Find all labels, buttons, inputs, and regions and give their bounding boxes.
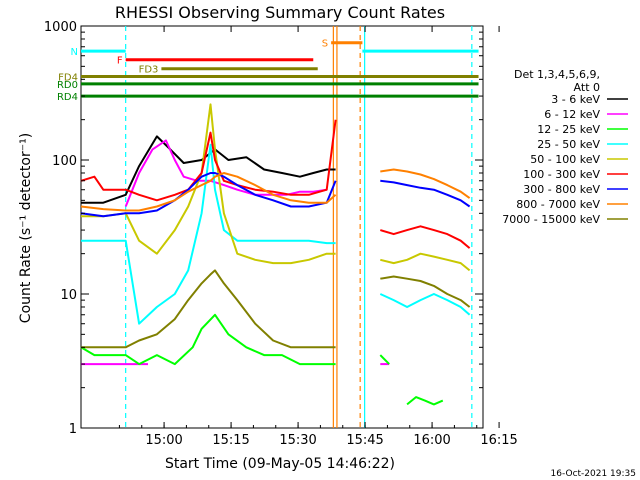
y-tick-label: 100 bbox=[52, 154, 77, 169]
series-line bbox=[81, 143, 336, 325]
legend-label: 100 - 300 keV bbox=[523, 168, 600, 181]
x-tick-label: 15:45 bbox=[346, 433, 383, 448]
series-line bbox=[380, 252, 471, 272]
x-tick-label: 15:30 bbox=[279, 433, 316, 448]
plot-frame bbox=[80, 25, 484, 429]
y-tick-label: 1000 bbox=[44, 20, 77, 35]
series-line bbox=[380, 168, 471, 199]
date-stamp: 16-Oct-2021 19:35 bbox=[551, 469, 636, 479]
series-line bbox=[379, 354, 390, 365]
legend-header: Det 1,3,4,5,6,9, bbox=[514, 68, 600, 81]
legend-label: 6 - 12 keV bbox=[544, 108, 600, 121]
series-line bbox=[80, 313, 336, 366]
legend-label: 50 - 100 keV bbox=[530, 153, 600, 166]
x-tick-label: 15:15 bbox=[212, 433, 249, 448]
chart-title: RHESSI Observing Summary Count Rates bbox=[115, 3, 445, 22]
legend-header: Att 0 bbox=[574, 81, 600, 94]
x-tick-label: 15:00 bbox=[145, 433, 182, 448]
legend-label: 3 - 6 keV bbox=[551, 93, 600, 106]
flag-label: FD3 bbox=[139, 65, 159, 76]
flag-label: F bbox=[117, 56, 123, 67]
flag-label: S bbox=[322, 39, 328, 50]
flag-label: N bbox=[71, 47, 78, 58]
x-tick-label: 16:15 bbox=[480, 433, 517, 448]
legend-label: 300 - 800 keV bbox=[523, 183, 600, 196]
y-axis-label: Count Rate (s⁻¹ detector⁻¹) bbox=[18, 133, 34, 323]
series-line bbox=[124, 139, 327, 207]
series-line bbox=[80, 119, 337, 202]
x-tick-label: 16:00 bbox=[413, 433, 450, 448]
y-tick-label: 10 bbox=[60, 288, 77, 303]
series-line bbox=[380, 179, 471, 208]
flag-label: RD4 bbox=[57, 92, 78, 103]
series-line bbox=[80, 172, 337, 218]
series-line bbox=[406, 396, 444, 406]
series-line bbox=[81, 269, 336, 349]
legend-label: 25 - 50 keV bbox=[537, 138, 600, 151]
series-line bbox=[80, 172, 337, 212]
series-line bbox=[380, 225, 471, 249]
series-line bbox=[379, 293, 471, 316]
y-tick-label: 1 bbox=[69, 422, 77, 437]
legend-label: 12 - 25 keV bbox=[537, 123, 600, 136]
series-line bbox=[81, 103, 336, 265]
flag-label: RD0 bbox=[57, 80, 78, 91]
flag-label: FD4 bbox=[58, 72, 78, 83]
series-line bbox=[380, 275, 471, 308]
legend-label: 800 - 7000 keV bbox=[516, 198, 600, 211]
legend-label: 7000 - 15000 keV bbox=[502, 213, 600, 226]
x-axis-label: Start Time (09-May-05 14:46:22) bbox=[165, 456, 395, 472]
